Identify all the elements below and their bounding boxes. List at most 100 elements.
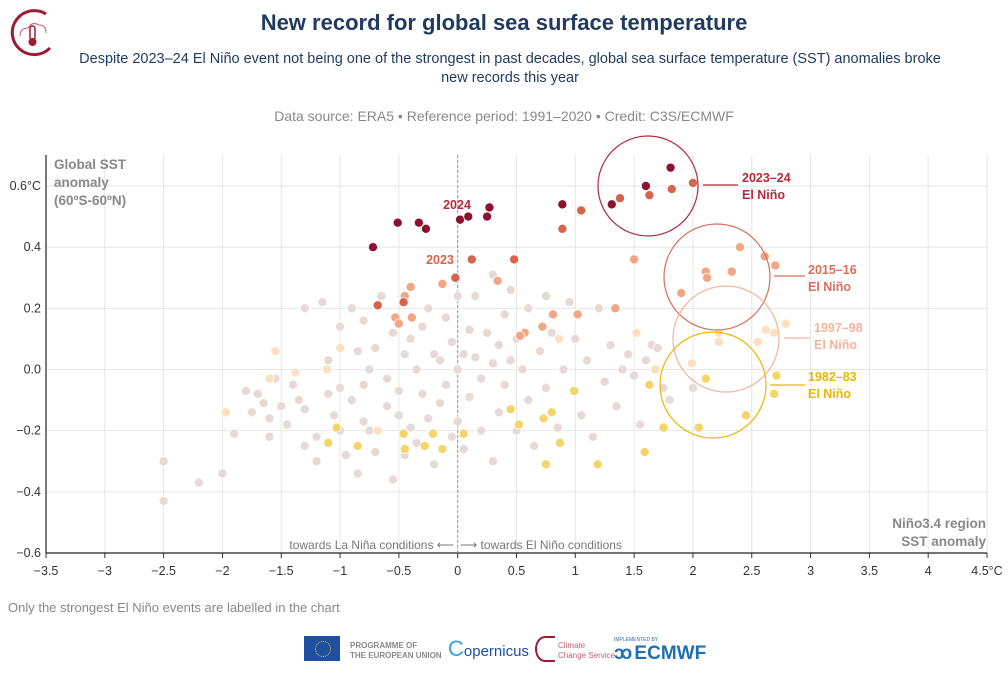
c3s-footer-icon xyxy=(535,636,555,662)
eu-flag-icon xyxy=(304,636,340,661)
x-tick-label: 0.5 xyxy=(508,564,525,578)
x-tick-label: 4 xyxy=(925,564,932,578)
point-e2015 xyxy=(405,281,416,292)
point-other xyxy=(264,431,275,442)
point-other xyxy=(264,413,275,424)
x-tick-label: 2.5 xyxy=(743,564,760,578)
c3s-logo-icon xyxy=(10,9,52,57)
point-other xyxy=(423,303,434,314)
point-e1982 xyxy=(419,440,430,451)
event-label: El Niño xyxy=(808,280,851,294)
point-other xyxy=(523,395,534,406)
point-e2015 xyxy=(393,318,404,329)
point-other xyxy=(523,303,534,314)
point-other xyxy=(229,428,240,439)
point-other xyxy=(587,431,598,442)
point-y2024 xyxy=(557,199,568,210)
point-other xyxy=(246,407,257,418)
point-y2024 xyxy=(606,199,617,210)
point-other xyxy=(370,343,381,354)
point-e1982 xyxy=(569,385,580,396)
point-e2015 xyxy=(406,312,417,323)
x-tick-label: −1.5 xyxy=(269,564,294,578)
point-y2024 xyxy=(665,162,676,173)
point-other xyxy=(364,364,375,375)
point-other xyxy=(435,398,446,409)
point-y2023 xyxy=(372,300,383,311)
point-e2015 xyxy=(726,266,737,277)
chart-subtitle: Despite 2023–24 El Niño event not being … xyxy=(79,51,941,86)
axis-ticks: −3.5 −3 −2.5 −2 −1.5 −1 −0.5 0 0.5 1 1.5 2 2.5 3 3.5 4 4… xyxy=(10,155,1003,578)
point-other xyxy=(293,395,304,406)
point-other xyxy=(352,468,363,479)
point-e1982 xyxy=(427,428,438,439)
point-y2023 xyxy=(557,223,568,234)
point-other xyxy=(423,413,434,424)
c3s-line: Change Service xyxy=(558,651,615,660)
point-other xyxy=(499,309,510,320)
point-e2015 xyxy=(702,272,713,283)
point-y2024 xyxy=(367,242,378,253)
point-other xyxy=(570,333,581,344)
point-y2023 xyxy=(509,254,520,265)
point-e1982 xyxy=(538,413,549,424)
event-label: El Niño xyxy=(814,338,857,352)
point-other xyxy=(452,291,463,302)
point-y2023 xyxy=(687,177,698,188)
point-other xyxy=(558,364,569,375)
point-other xyxy=(623,349,634,360)
point-e1982 xyxy=(398,428,409,439)
point-other xyxy=(470,352,481,363)
point-e1982 xyxy=(592,459,603,470)
point-e1997 xyxy=(553,333,564,344)
event-circles: 2023–24 El Niño 2015–16 El Niño 1997–98 El Ni… xyxy=(597,135,863,439)
point-other xyxy=(376,291,387,302)
point-other xyxy=(629,370,640,381)
point-e1997 xyxy=(780,318,791,329)
event-label: 1997–98 xyxy=(814,321,863,335)
point-other xyxy=(617,364,628,375)
event-label: 1982–83 xyxy=(808,370,857,384)
point-e1982 xyxy=(769,388,780,399)
point-e1982 xyxy=(700,373,711,384)
point-other xyxy=(546,327,557,338)
point-e1982 xyxy=(323,437,334,448)
point-e1982 xyxy=(458,428,469,439)
point-other xyxy=(440,312,451,323)
point-other xyxy=(387,327,398,338)
point-other xyxy=(470,291,481,302)
implemented-by: IMPLEMENTED BY xyxy=(614,637,659,643)
point-other xyxy=(158,496,169,507)
point-y2024 xyxy=(413,217,424,228)
point-e1997 xyxy=(686,358,697,369)
copernicus-logo: Copernicus xyxy=(448,636,529,661)
point-e1982 xyxy=(771,370,782,381)
point-other xyxy=(323,388,334,399)
point-other xyxy=(529,440,540,451)
elnino-label: ⟶ towards El Niño conditions xyxy=(460,538,622,552)
point-other xyxy=(452,364,463,375)
point-e2015 xyxy=(629,254,640,265)
x-tick-label: 1.5 xyxy=(625,564,642,578)
point-y2023 xyxy=(576,205,587,216)
point-other xyxy=(352,346,363,357)
point-e1982 xyxy=(740,410,751,421)
point-y2023 xyxy=(666,184,677,195)
point-other xyxy=(582,355,593,366)
point-other xyxy=(476,373,487,384)
point-e2015 xyxy=(610,303,621,314)
eu-line: THE EUROPEAN UNION xyxy=(350,651,442,660)
point-other xyxy=(335,321,346,332)
point-e1997 xyxy=(713,336,724,347)
point-e2015 xyxy=(547,309,558,320)
point-other xyxy=(505,355,516,366)
point-e1997 xyxy=(769,327,780,338)
x-tick-label: 3 xyxy=(807,564,814,578)
point-e1982 xyxy=(437,444,448,455)
x-tick-label: −0.5 xyxy=(387,564,412,578)
point-other xyxy=(299,404,310,415)
chart-title: New record for global sea surface temper… xyxy=(260,10,748,35)
point-y2024 xyxy=(463,211,474,222)
point-other xyxy=(358,315,369,326)
point-e1997 xyxy=(220,407,231,418)
